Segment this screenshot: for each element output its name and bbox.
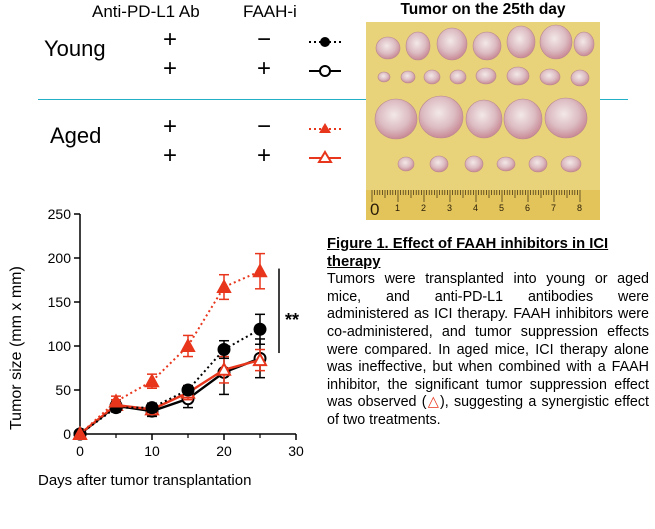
caption-title: Figure 1. Effect of FAAH inhibitors in I… [327, 236, 609, 270]
group-aged-label: Aged [50, 123, 102, 148]
x-tick-label: 0 [76, 443, 84, 459]
series-line-aged-antibody-faah [79, 358, 261, 435]
series-aged-antibody [72, 252, 268, 440]
chart-axes: 0 50 100 150 200 250 0 10 20 30 [48, 206, 304, 459]
data-point [253, 322, 267, 336]
ruler: 0 1 2 3 4 5 6 7 8 [366, 190, 600, 220]
ruler-label: 4 [473, 203, 479, 213]
legend-young-antibody-faah [309, 65, 341, 77]
header-faah: FAAH-i [243, 2, 297, 21]
legend-young-antibody [309, 37, 341, 47]
caption-body-end: ), suggesting a synergistic effect of tw… [327, 394, 649, 428]
figure-caption: Figure 1. Effect of FAAH inhibitors in I… [327, 236, 649, 430]
ruler-label: 0 [370, 200, 380, 219]
y-tick-label: 50 [55, 382, 71, 398]
legend-aged-antibody-faah [309, 150, 341, 163]
young-row2-ab: + [162, 55, 177, 82]
young-row1-faah: − [256, 26, 271, 53]
data-point [145, 401, 159, 415]
group-young-label: Young [44, 36, 106, 61]
y-tick-label: 0 [63, 426, 71, 442]
data-point [216, 278, 232, 294]
series-young-antibody-faah [73, 338, 267, 441]
ruler-label: 6 [525, 203, 531, 213]
data-point [72, 425, 88, 440]
y-tick-label: 250 [48, 206, 72, 222]
photo-title: Tumor on the 25th day [400, 1, 566, 18]
x-tick-label: 20 [216, 443, 232, 459]
series-line-young-antibody-faah [79, 357, 261, 435]
chart-series [72, 252, 268, 441]
x-tick-label: 10 [144, 443, 160, 459]
young-row1-ab: + [162, 26, 177, 53]
y-tick-label: 150 [48, 294, 72, 310]
ruler-label: 8 [577, 203, 583, 213]
x-tick-label: 30 [288, 443, 304, 459]
aged-row1-ab: + [162, 113, 177, 140]
caption-triangle-symbol: △ [426, 394, 440, 411]
data-point [108, 393, 124, 408]
aged-row1-faah: − [256, 113, 271, 140]
data-point [144, 373, 160, 388]
tumor-growth-chart: 0 50 100 150 200 250 0 10 20 30 [48, 206, 304, 459]
ruler-label: 7 [551, 203, 557, 213]
legend-samples [309, 37, 341, 163]
ruler-label: 5 [499, 203, 505, 213]
aged-row2-faah: + [256, 142, 271, 169]
ruler-label: 2 [421, 203, 427, 213]
y-tick-label: 200 [48, 250, 72, 266]
data-point [216, 361, 232, 376]
tumor-photo-image [374, 24, 595, 173]
data-point [181, 383, 195, 397]
caption-body-start: Tumors were transplanted into young or a… [327, 271, 649, 411]
x-axis-label: Days after tumor transplantation [38, 472, 252, 489]
series-line-aged-antibody [79, 270, 261, 435]
data-point [252, 263, 268, 278]
series-line-young-antibody [79, 328, 261, 435]
aged-row2-ab: + [162, 142, 177, 169]
y-tick-label: 100 [48, 338, 72, 354]
legend-aged-antibody [309, 123, 341, 133]
ruler-label: 3 [447, 203, 453, 213]
tumor-photo: 0 1 2 3 4 5 6 7 8 [366, 22, 600, 220]
ruler-ticks [371, 190, 581, 202]
data-point [180, 337, 196, 352]
series-young-antibody [73, 313, 267, 441]
y-axis-label: Tumor size (mm x mm) [8, 266, 25, 430]
significance-label: ** [285, 310, 300, 330]
header-antibody: Anti-PD-L1 Ab [92, 2, 200, 21]
data-point [217, 343, 231, 357]
data-point [252, 351, 268, 367]
group-divider [38, 99, 628, 100]
young-row2-faah: + [256, 55, 271, 82]
ruler-label: 1 [395, 203, 401, 213]
